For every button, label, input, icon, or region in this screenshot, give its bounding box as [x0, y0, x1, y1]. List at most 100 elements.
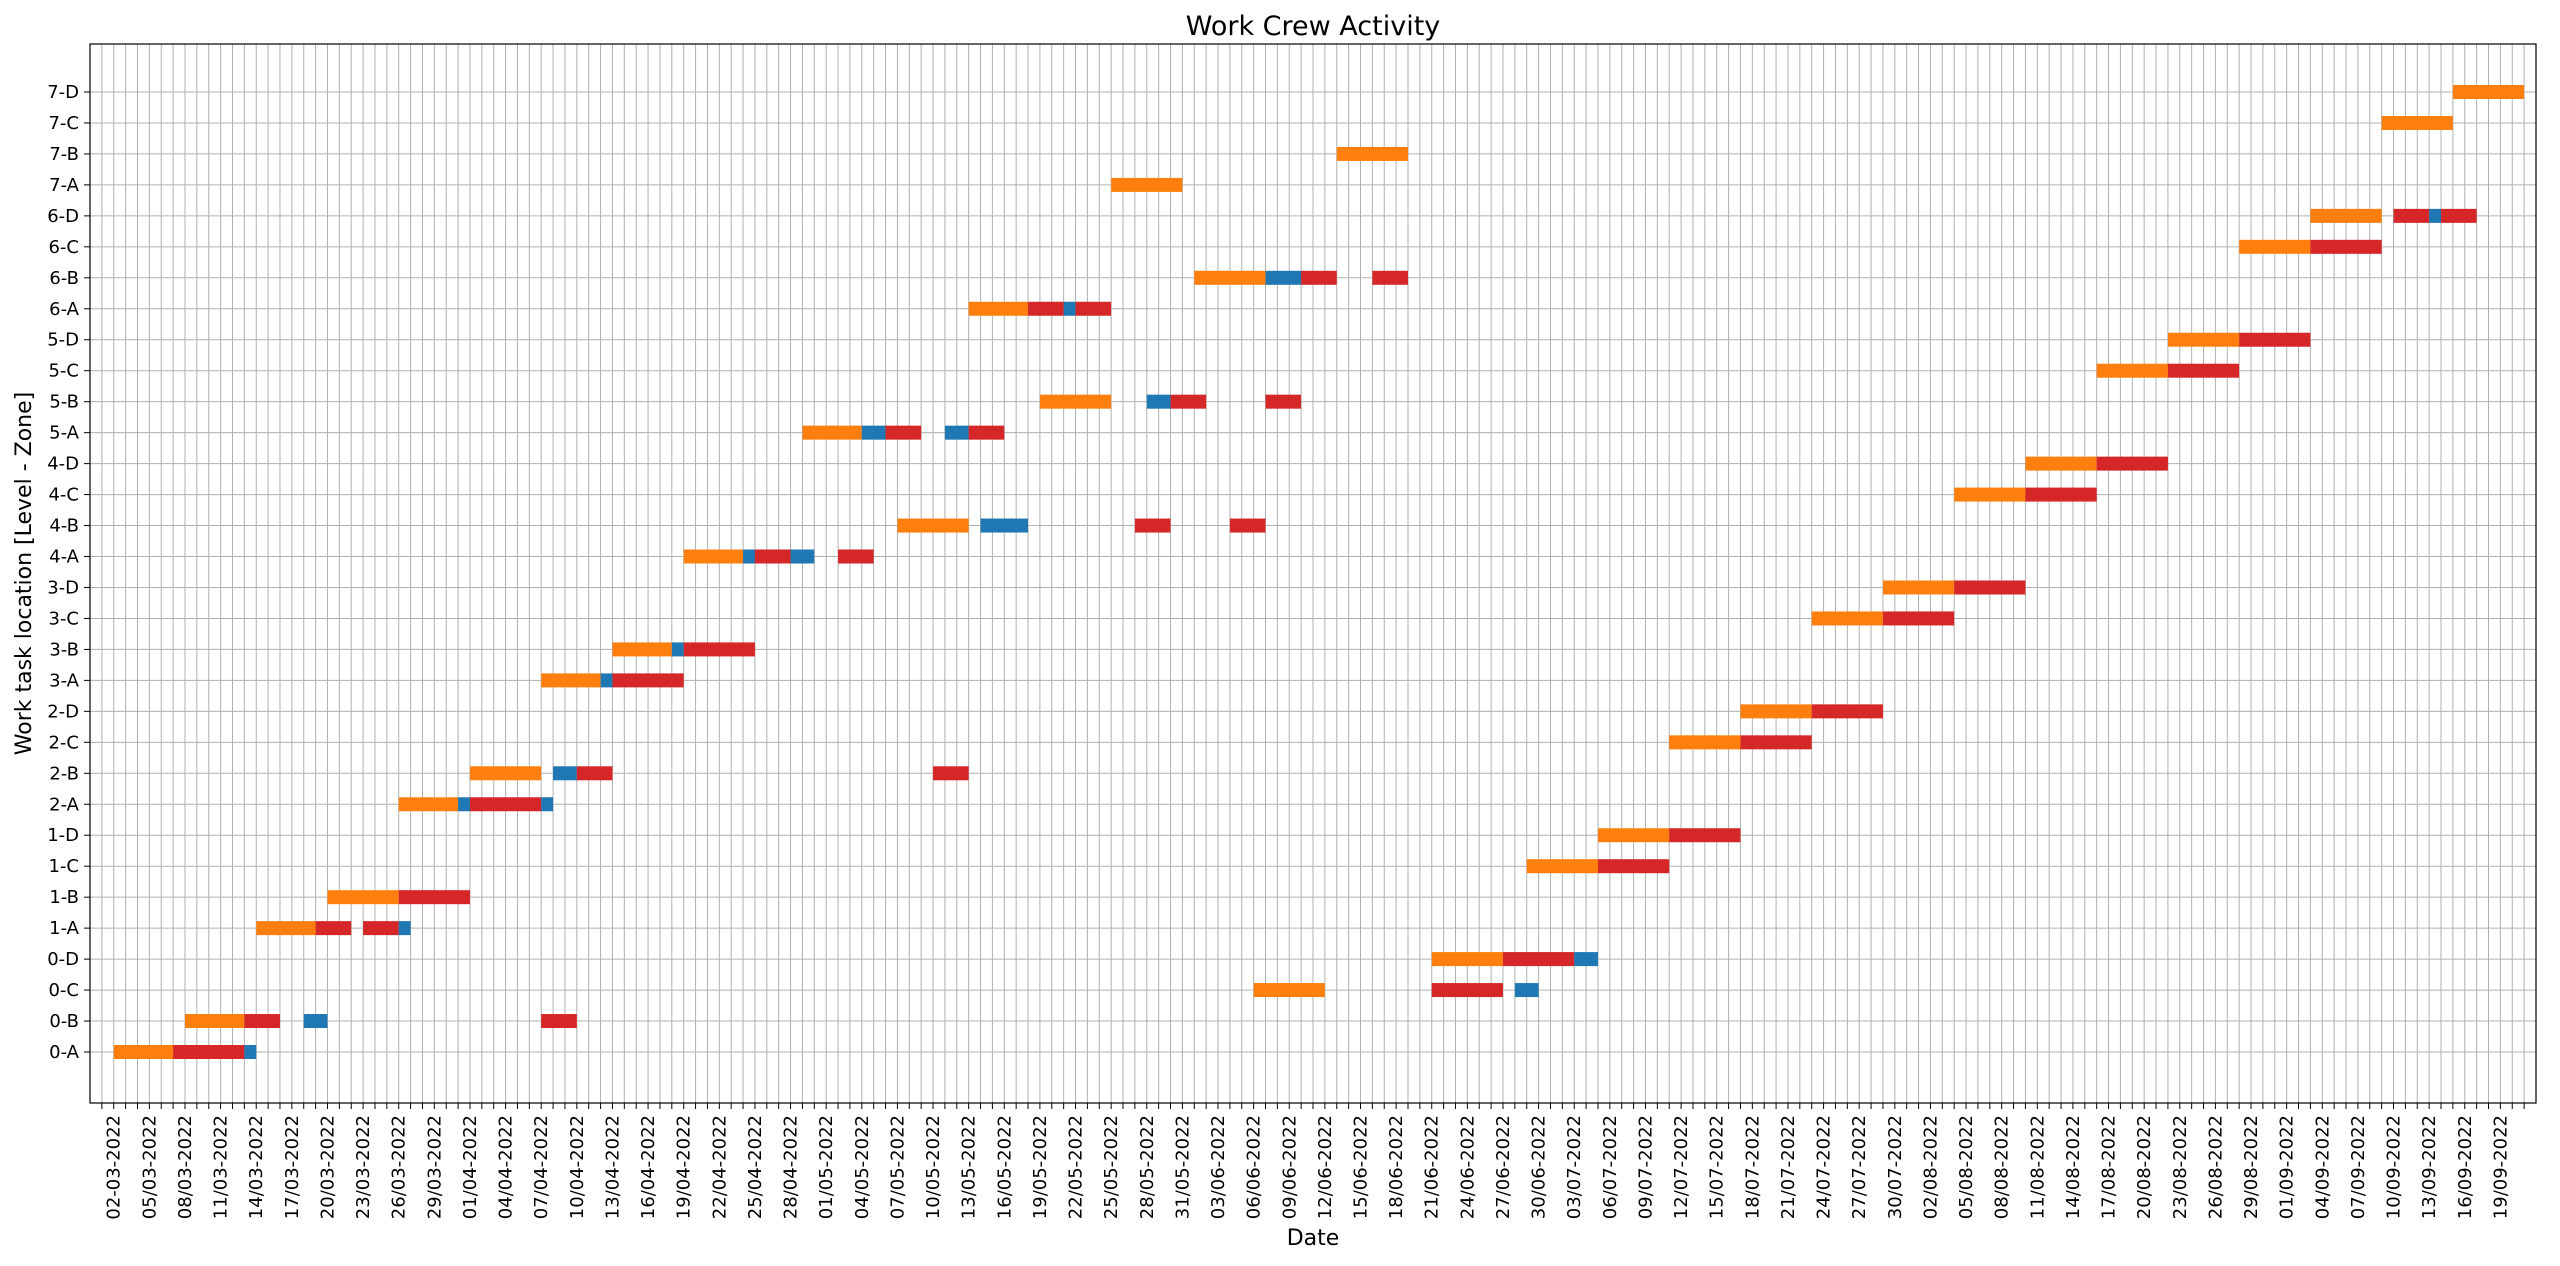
gantt-bar-3-A-orange: [541, 673, 601, 688]
gantt-bar-0-B-red: [541, 1014, 577, 1029]
x-tick-label: 16/04-2022: [638, 1115, 659, 1219]
gantt-bar-4-A-orange: [683, 549, 744, 564]
gantt-bar-2-D-red: [1811, 704, 1883, 719]
x-tick-label: 13/09-2022: [2419, 1115, 2440, 1219]
x-tick-label: 23/08-2022: [2170, 1115, 2191, 1219]
x-tick-label: 20/08-2022: [2134, 1115, 2155, 1219]
x-tick-label: 29/08-2022: [2241, 1115, 2262, 1219]
x-tick-label: 18/07-2022: [1742, 1115, 1763, 1219]
y-tick-label: 2-C: [48, 732, 79, 753]
gantt-bar-0-C-blue: [1514, 983, 1539, 998]
x-tick-label: 15/06-2022: [1350, 1115, 1371, 1219]
x-tick-label: 04/09-2022: [2312, 1115, 2333, 1219]
x-tick-label: 09/07-2022: [1635, 1115, 1656, 1219]
gantt-bar-4-B-orange: [897, 518, 969, 533]
x-tick-label: 28/05-2022: [1137, 1115, 1158, 1219]
x-tick-label: 05/08-2022: [1956, 1115, 1977, 1219]
x-tick-label: 25/05-2022: [1101, 1115, 1122, 1219]
x-tick-label: 22/05-2022: [1066, 1115, 1087, 1219]
gantt-bar-2-A-blue: [458, 797, 470, 812]
x-tick-label: 07/04-2022: [531, 1115, 552, 1219]
y-tick-label: 4-A: [49, 547, 80, 568]
gantt-bar-0-B-red: [244, 1014, 280, 1029]
gantt-bar-3-D-red: [1954, 580, 2026, 595]
gantt-bar-2-B-red: [576, 766, 613, 781]
gantt-bar-5-B-blue: [1146, 394, 1171, 409]
gantt-bar-0-C-red: [1431, 983, 1503, 998]
gantt-bar-5-A-blue: [861, 425, 886, 440]
x-tick-label: 06/06-2022: [1244, 1115, 1265, 1219]
gantt-bar-6-D-red: [2393, 208, 2430, 223]
gantt-bar-2-C-orange: [1669, 735, 1741, 750]
gantt-bar-6-D-red: [2441, 208, 2477, 223]
gantt-bar-3-B-red: [683, 642, 755, 657]
gantt-bar-6-B-blue: [1265, 270, 1302, 285]
x-tick-label: 13/05-2022: [959, 1115, 980, 1219]
gantt-bar-6-D-orange: [2310, 208, 2382, 223]
x-tick-label: 14/03-2022: [246, 1115, 267, 1219]
gantt-bar-1-D-orange: [1597, 828, 1670, 843]
x-tick-label: 19/09-2022: [2490, 1115, 2511, 1219]
gantt-bar-1-C-orange: [1526, 859, 1598, 874]
gantt-bar-5-B-orange: [1039, 394, 1112, 409]
gantt-bar-4-B-blue: [980, 518, 1029, 533]
y-tick-label: 6-C: [48, 237, 79, 258]
gantt-bar-6-B-orange: [1194, 270, 1266, 285]
y-tick-label: 6-D: [47, 206, 79, 227]
y-tick-label: 4-C: [48, 485, 79, 506]
x-tick-label: 15/07-2022: [1707, 1115, 1728, 1219]
x-tick-label: 27/07-2022: [1849, 1115, 1870, 1219]
gantt-bar-3-D-orange: [1882, 580, 1955, 595]
x-tick-label: 10/05-2022: [923, 1115, 944, 1219]
gantt-bar-5-A-red: [968, 425, 1005, 440]
gantt-bar-7-D-orange: [2452, 85, 2525, 99]
gantt-bar-0-D-red: [1502, 952, 1575, 967]
gantt-bar-5-A-blue: [944, 425, 969, 440]
gantt-bar-6-D-blue: [2429, 208, 2442, 223]
x-tick-label: 25/04-2022: [745, 1115, 766, 1219]
gantt-bar-6-B-red: [1301, 270, 1337, 285]
y-tick-label: 2-D: [47, 701, 79, 722]
gantt-bar-2-D-orange: [1740, 704, 1812, 719]
x-tick-label: 27/06-2022: [1493, 1115, 1514, 1219]
x-tick-label: 11/08-2022: [2027, 1115, 2048, 1219]
x-tick-label: 04/05-2022: [852, 1115, 873, 1219]
gantt-bar-0-A-orange: [113, 1045, 174, 1059]
x-tick-label: 19/05-2022: [1030, 1115, 1051, 1219]
y-tick-label: 6-B: [49, 268, 79, 289]
gantt-bar-6-A-orange: [968, 301, 1029, 316]
y-tick-label: 4-B: [49, 516, 79, 537]
x-tick-label: 05/03-2022: [139, 1115, 160, 1219]
y-tick-label: 7-B: [49, 144, 79, 165]
x-tick-label: 07/09-2022: [2348, 1115, 2369, 1219]
y-tick-label: 0-A: [49, 1042, 80, 1063]
gantt-bar-4-D-orange: [2025, 456, 2097, 471]
gantt-bar-6-A-red: [1028, 301, 1064, 316]
y-tick-label: 4-D: [47, 454, 79, 475]
gantt-bar-1-D-red: [1669, 828, 1741, 843]
gantt-bar-4-C-orange: [1954, 487, 2026, 502]
gantt-bar-1-A-red: [315, 921, 352, 936]
gantt-bar-4-A-red: [754, 549, 791, 564]
grid-lines: [90, 44, 2536, 1103]
x-tick-label: 02-03-2022: [104, 1115, 125, 1220]
gantt-bar-5-D-red: [2239, 332, 2311, 347]
x-tick-label: 30/07-2022: [1885, 1115, 1906, 1219]
gantt-bar-2-B-red: [933, 766, 969, 781]
y-tick-label: 5-A: [49, 423, 80, 444]
y-tick-label: 7-A: [49, 175, 80, 196]
x-tick-label: 16/05-2022: [994, 1115, 1015, 1219]
gantt-bar-7-B-orange: [1336, 146, 1408, 161]
x-tick-label: 01/09-2022: [2277, 1115, 2298, 1219]
x-tick-label: 06/07-2022: [1600, 1115, 1621, 1219]
gantt-bar-0-A-red: [173, 1045, 245, 1059]
y-tick-label: 7-C: [48, 113, 79, 134]
gantt-bar-6-B-red: [1372, 270, 1408, 285]
y-tick-label: 3-A: [49, 670, 80, 691]
gantt-bar-4-A-blue: [790, 549, 815, 564]
gantt-bar-4-A-red: [838, 549, 874, 564]
y-tick-label: 6-A: [49, 299, 80, 320]
x-tick-label: 30/06-2022: [1529, 1115, 1550, 1219]
y-tick-label: 2-B: [49, 763, 79, 784]
bars-layer: [113, 85, 2525, 1059]
